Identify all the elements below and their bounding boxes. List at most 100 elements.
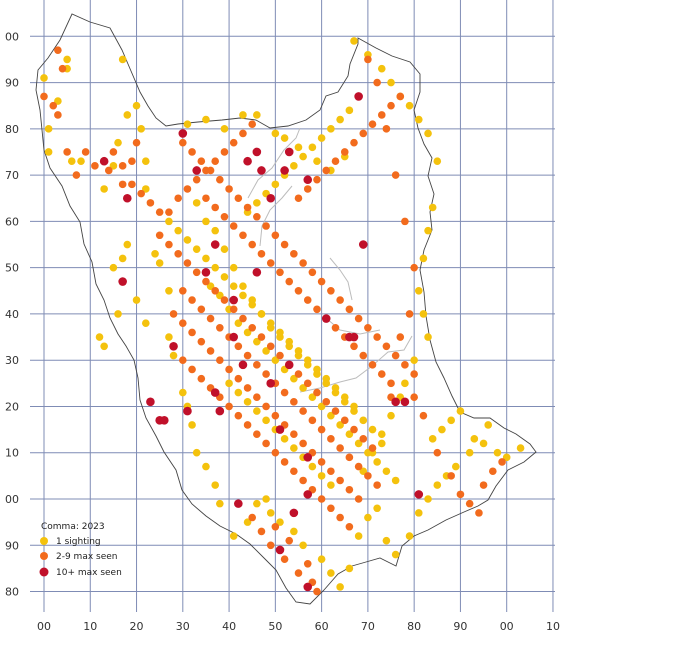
dot-two-to-nine <box>405 310 414 318</box>
dot-two-to-nine <box>271 522 280 531</box>
dot-one-sighting <box>141 185 150 193</box>
dot-ten-plus <box>192 166 201 175</box>
dot-one-sighting <box>114 138 122 147</box>
dot-two-to-nine <box>81 148 90 156</box>
dot-two-to-nine <box>197 305 206 314</box>
dot-two-to-nine <box>206 314 215 323</box>
dot-one-sighting <box>308 462 317 471</box>
dot-one-sighting <box>202 217 210 226</box>
dot-one-sighting <box>410 356 418 364</box>
dot-ten-plus <box>160 416 169 425</box>
dot-one-sighting <box>294 347 303 355</box>
dot-one-sighting <box>63 55 71 64</box>
dot-one-sighting <box>377 439 386 448</box>
dot-two-to-nine <box>317 458 326 466</box>
dot-one-sighting <box>336 115 344 124</box>
dot-one-sighting <box>327 125 335 133</box>
dot-two-to-nine <box>229 305 238 314</box>
dot-ten-plus <box>169 342 178 351</box>
legend-title: Comma: 2023 <box>41 522 105 532</box>
dot-two-to-nine <box>336 476 344 485</box>
dot-two-to-nine <box>377 370 386 378</box>
dot-one-sighting <box>234 319 243 327</box>
dot-one-sighting <box>141 157 150 166</box>
dot-one-sighting <box>391 476 400 485</box>
dot-two-to-nine <box>216 356 224 364</box>
dot-two-to-nine <box>239 231 247 240</box>
dot-one-sighting <box>373 458 381 466</box>
dot-two-to-nine <box>220 296 229 304</box>
dot-two-to-nine <box>359 351 368 360</box>
dot-one-sighting <box>414 286 423 295</box>
dot-ten-plus <box>238 360 248 370</box>
dot-two-to-nine <box>183 185 192 193</box>
x-axis-label: 90 <box>453 620 467 633</box>
dot-two-to-nine <box>410 263 418 272</box>
dot-two-to-nine <box>248 324 257 332</box>
dot-two-to-nine <box>211 157 219 166</box>
dot-one-sighting <box>350 402 358 411</box>
dot-one-sighting <box>44 148 53 156</box>
dot-two-to-nine <box>253 393 261 402</box>
dot-one-sighting <box>44 125 53 133</box>
dot-one-sighting <box>141 319 150 327</box>
dot-two-to-nine <box>290 430 298 439</box>
dot-two-to-nine <box>262 439 270 448</box>
district-boundary <box>247 127 413 393</box>
dot-two-to-nine <box>253 361 261 369</box>
dot-two-to-nine <box>137 189 145 198</box>
dot-two-to-nine <box>336 444 344 452</box>
dot-two-to-nine <box>169 310 178 318</box>
dot-two-to-nine <box>179 319 187 327</box>
dot-one-sighting <box>225 379 233 388</box>
dot-one-sighting <box>202 462 210 471</box>
dot-one-sighting <box>100 185 108 193</box>
dot-one-sighting <box>192 199 201 207</box>
dot-one-sighting <box>354 439 363 448</box>
dot-one-sighting <box>276 518 284 526</box>
dot-two-to-nine <box>174 194 182 203</box>
dot-two-to-nine <box>391 351 400 360</box>
dot-one-sighting <box>220 245 229 253</box>
dot-one-sighting <box>414 509 423 517</box>
x-axis-label: 60 <box>315 620 329 633</box>
dot-one-sighting <box>266 509 275 517</box>
county-boundary <box>35 13 537 605</box>
dot-two-to-nine <box>359 129 368 138</box>
dot-two-to-nine <box>299 259 307 267</box>
dot-one-sighting <box>216 291 224 300</box>
dot-one-sighting <box>262 416 270 425</box>
dot-one-sighting <box>211 263 219 272</box>
dot-one-sighting <box>331 384 340 392</box>
dot-one-sighting <box>169 351 178 360</box>
dot-two-to-nine <box>188 148 196 156</box>
y-axis-label: 20 <box>5 400 19 413</box>
dot-two-to-nine <box>364 55 372 64</box>
dot-two-to-nine <box>299 476 307 485</box>
dot-one-sighting <box>345 430 354 439</box>
y-axis-label: 80 <box>5 586 19 599</box>
dot-two-to-nine <box>331 324 340 332</box>
dot-ten-plus <box>266 193 276 203</box>
dot-ten-plus <box>303 582 313 592</box>
dot-one-sighting <box>243 328 252 337</box>
y-axis-label: 90 <box>5 539 19 552</box>
dot-two-to-nine <box>262 370 270 378</box>
dot-one-sighting <box>234 388 243 397</box>
y-axis-label: 40 <box>5 308 19 321</box>
dot-one-sighting <box>336 421 344 429</box>
dot-two-to-nine <box>308 268 317 277</box>
dot-two-to-nine <box>253 430 261 439</box>
dot-two-to-nine <box>262 402 270 411</box>
dot-two-to-nine <box>290 467 298 476</box>
dot-ten-plus <box>118 277 127 286</box>
dot-one-sighting <box>308 143 317 152</box>
dot-two-to-nine <box>377 111 386 119</box>
dot-two-to-nine <box>327 504 335 513</box>
dot-two-to-nine <box>206 166 215 175</box>
dot-one-sighting <box>290 162 298 170</box>
dot-two-to-nine <box>197 157 206 166</box>
dot-one-sighting <box>77 157 85 166</box>
